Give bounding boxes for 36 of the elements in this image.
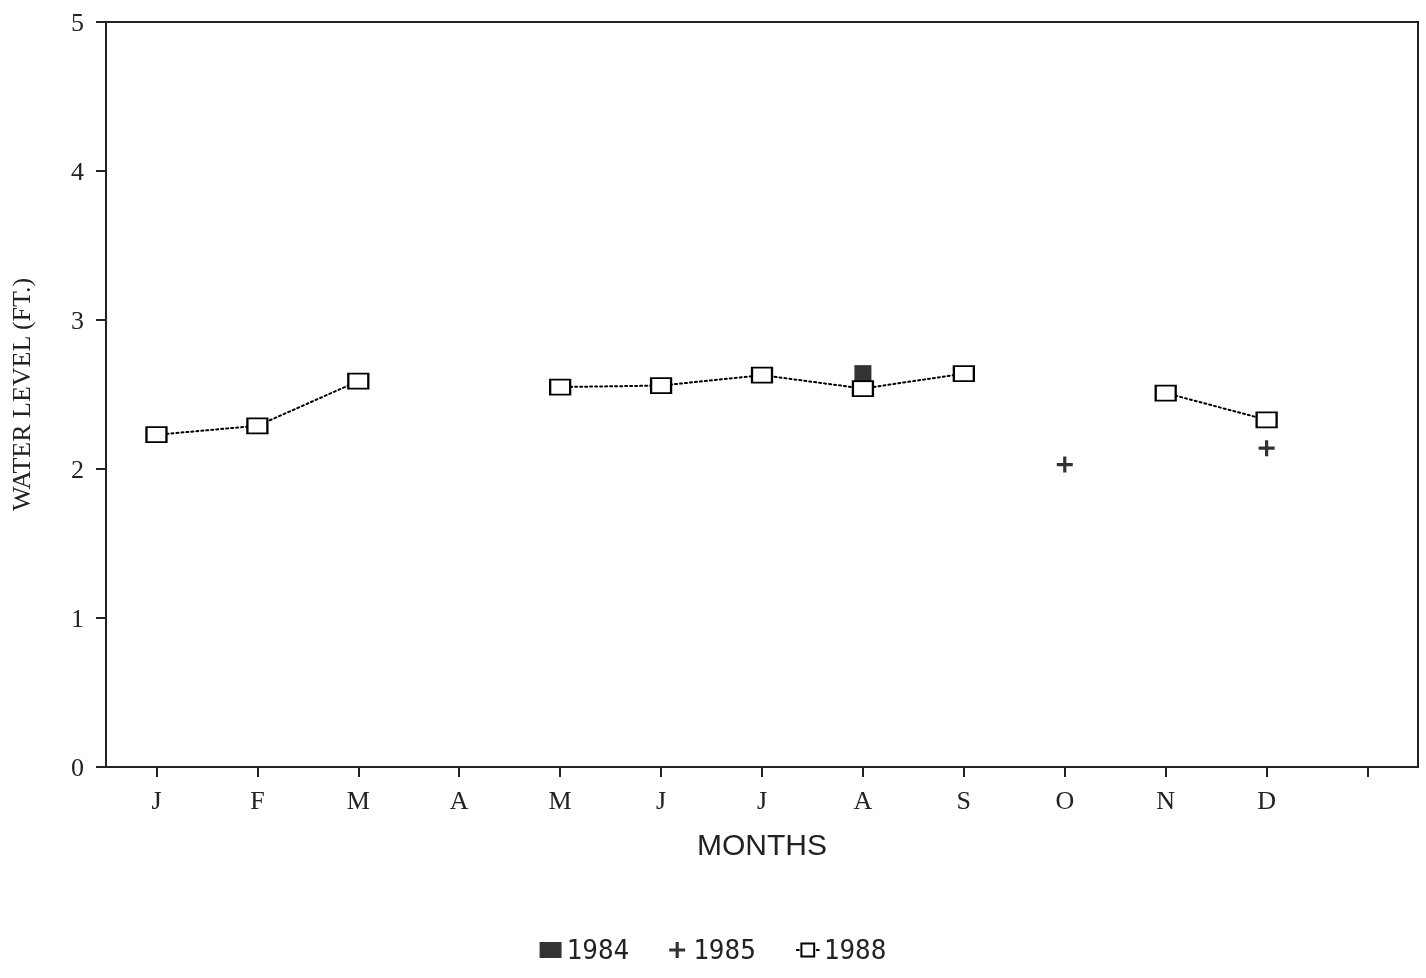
point — [1154, 384, 1177, 402]
y-axis-title: WATER LEVEL (FT.) — [6, 277, 36, 512]
x-tick-label: J — [656, 785, 667, 815]
point — [246, 417, 269, 435]
x-tick-label: S — [956, 785, 972, 815]
point — [1056, 456, 1073, 473]
point — [347, 372, 370, 390]
x-tick-label: D — [1257, 785, 1277, 815]
y-tick-label: 5 — [71, 7, 84, 37]
x-tick-label: A — [853, 785, 873, 815]
y-tick-label: 1 — [71, 603, 84, 633]
x-tick-label: A — [449, 785, 469, 815]
x-axis-title: MONTHS — [697, 827, 827, 861]
point — [851, 380, 874, 398]
point — [751, 366, 773, 384]
point — [952, 365, 975, 383]
x-tick-label: N — [1156, 785, 1176, 815]
x-tick-label: O — [1055, 785, 1075, 815]
x-tick-label: F — [250, 785, 265, 815]
point — [650, 377, 673, 395]
point — [854, 365, 872, 383]
point — [1258, 440, 1275, 457]
x-tick-label: M — [346, 785, 370, 815]
legend-label: 1984 — [566, 935, 630, 965]
x-tick-label: J — [151, 785, 162, 815]
y-tick-label: 4 — [71, 156, 84, 186]
point — [145, 426, 168, 444]
x-tick-label: M — [548, 785, 572, 815]
y-tick-label: 0 — [71, 752, 84, 782]
x-tick-label: J — [756, 785, 768, 815]
y-tick-label: 3 — [71, 305, 84, 335]
legend-label: 1985 — [693, 935, 756, 965]
point — [1255, 411, 1278, 429]
y-tick-label: 2 — [71, 454, 84, 484]
point — [549, 378, 572, 396]
legend-label: 1988 — [823, 935, 887, 965]
